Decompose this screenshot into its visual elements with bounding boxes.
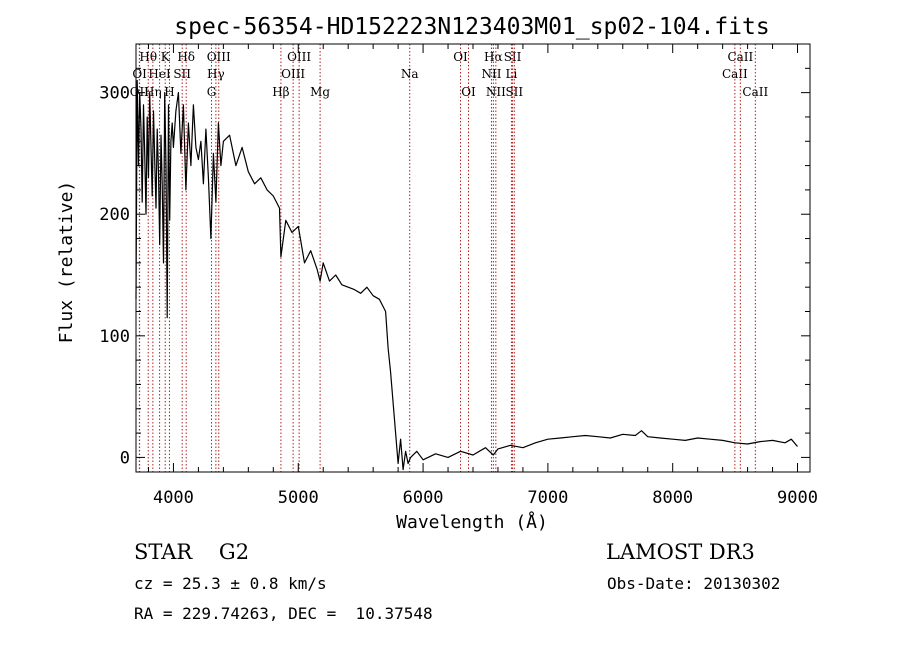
line-label-h-delta: Hδ xyxy=(177,50,195,64)
survey-name: LAMOST DR3 xyxy=(606,540,755,564)
x-tick-label-6000: 6000 xyxy=(403,488,444,508)
y-tick-label-100: 100 xyxy=(99,327,130,347)
x-tick-label-4000: 4000 xyxy=(153,488,194,508)
line-label-nii-6548: NII xyxy=(481,67,501,81)
x-tick-label-9000: 9000 xyxy=(777,488,818,508)
redshift-cz: cz = 25.3 ± 0.8 km/s xyxy=(134,574,327,593)
line-label-na: Na xyxy=(401,67,419,81)
object-class: STAR G2 xyxy=(134,540,250,564)
line-label-g-band: G xyxy=(207,85,217,99)
line-label-oiii-4363: OIII xyxy=(207,50,231,64)
line-label-h-beta: Hβ xyxy=(272,85,289,99)
line-label-h: H xyxy=(164,85,174,99)
line-label-nii-6583: NII xyxy=(486,85,506,99)
line-label-sii-4070: SII xyxy=(173,67,191,81)
line-label-oiii-5007: OIII xyxy=(287,50,311,64)
x-axis-label: Wavelength (Å) xyxy=(396,511,548,533)
line-label-caii-8662: CaII xyxy=(742,85,768,99)
y-axis-label: Flux (relative) xyxy=(56,181,77,344)
y-tick-label-200: 200 xyxy=(99,205,130,225)
line-label-li: Li xyxy=(506,67,518,81)
line-label-caii-8542: CaII xyxy=(727,50,753,64)
line-label-sii-6717: SII xyxy=(504,50,522,64)
observation-date: Obs-Date: 20130302 xyxy=(607,574,781,593)
x-tick-label-5000: 5000 xyxy=(278,488,319,508)
y-tick-label-300: 300 xyxy=(99,84,130,104)
line-label-oii-3729: OI xyxy=(132,67,147,81)
axes: 4000 5000 6000 7000 8000 9000 0 100 200 300 xyxy=(99,43,818,508)
x-tick-label-8000: 8000 xyxy=(652,488,693,508)
line-label-h-alpha: Hα xyxy=(484,50,503,64)
y-tick-label-0: 0 xyxy=(120,448,130,468)
line-label-oi-6300: OI xyxy=(453,50,468,64)
line-label-oi-6364: OI xyxy=(461,85,476,99)
line-label-h-gamma: Hγ xyxy=(207,67,225,81)
line-label-h-eta: Hη xyxy=(144,85,162,99)
line-label-k: K xyxy=(161,50,171,64)
sky-coordinates: RA = 229.74263, DEC = 10.37548 xyxy=(134,604,433,623)
line-label-mg: Mg xyxy=(310,85,330,99)
plot-frame xyxy=(135,43,811,473)
line-label-caii-8498: CaII xyxy=(722,67,748,81)
line-label-h-theta: Hθ xyxy=(139,50,157,64)
line-label-oii-3727: OII xyxy=(130,85,150,99)
chart-title: spec-56354-HD152223N123403M01_sp02-104.f… xyxy=(174,14,769,40)
spectrum-line xyxy=(135,79,798,471)
spectrum xyxy=(135,79,798,471)
line-markers: OII OI Hθ Hη HeI K H SII Hδ G Hγ OIII Hβ OIII OIII Mg Na… xyxy=(130,44,768,472)
line-label-hei: HeI xyxy=(148,67,171,81)
x-tick-label-7000: 7000 xyxy=(527,488,568,508)
line-label-sii-6731: SII xyxy=(505,85,523,99)
line-label-oiii-4959: OIII xyxy=(281,67,305,81)
